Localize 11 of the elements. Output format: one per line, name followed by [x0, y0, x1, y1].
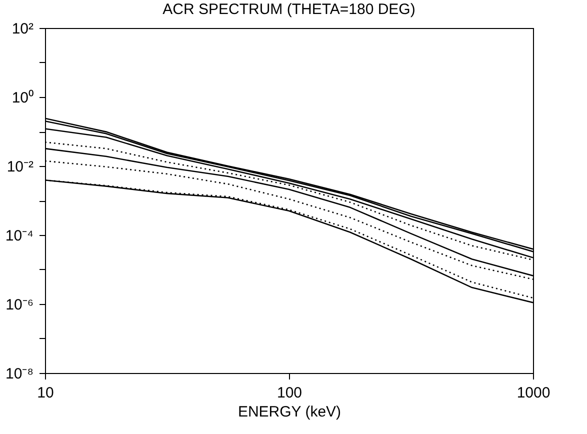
x-tick-label: 1000: [516, 384, 550, 402]
y-tick-label: 10⁻⁴: [5, 228, 34, 244]
y-tick-label: 10⁻⁶: [6, 296, 34, 314]
y-tick-label: 10²: [12, 20, 34, 38]
x-tick-label: 100: [276, 384, 302, 402]
y-tick-label: 10⁻²: [6, 158, 34, 176]
chart-title: ACR SPECTRUM (THETA=180 DEG): [162, 1, 416, 18]
x-tick-label: 10: [37, 384, 54, 402]
x-axis-title: ENERGY (keV): [238, 404, 342, 420]
y-tick-label: 10⁰: [12, 90, 34, 106]
y-tick-label: 10⁻⁸: [5, 366, 34, 382]
